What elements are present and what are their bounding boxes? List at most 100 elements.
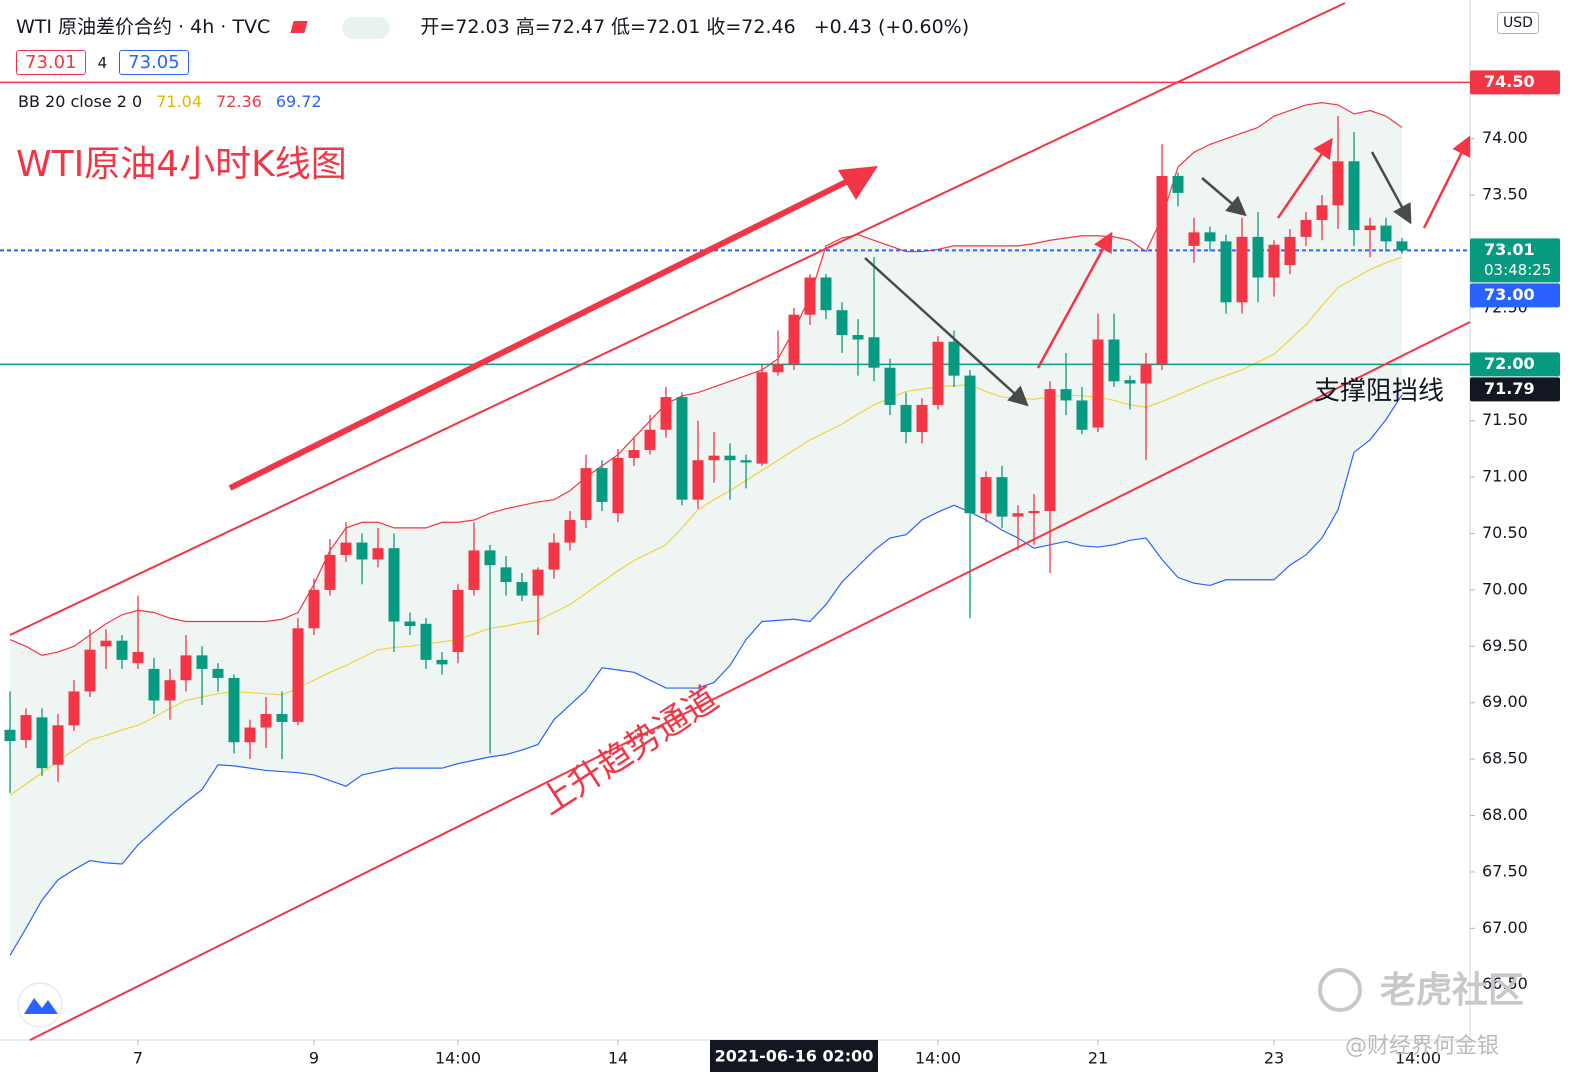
channel-upper [9, 2, 1346, 636]
candle-body [1172, 175, 1184, 193]
y-tick-label: 69.50 [1482, 636, 1528, 655]
candle-body [388, 548, 400, 622]
candle-body [180, 655, 192, 681]
tv-logo-icon [24, 998, 58, 1014]
candle-body [580, 468, 592, 520]
candle-body [1156, 175, 1168, 365]
candle-body [996, 477, 1008, 517]
candle-body [1236, 236, 1248, 303]
price-tag [1470, 238, 1560, 283]
support-label: 支撑阻挡线 [1314, 377, 1444, 407]
bb-label: BB 20 close 2 0 [18, 92, 143, 111]
candle-body [756, 372, 768, 464]
bid[interactable]: 73.01 [16, 50, 86, 75]
candle-body [596, 468, 608, 502]
y-tick-label: 67.50 [1482, 861, 1528, 880]
candle-body [308, 589, 320, 629]
candle-body [852, 335, 864, 340]
x-tick-label: 23 [1264, 1049, 1284, 1068]
candle-body [100, 640, 112, 647]
flag[interactable] [290, 21, 308, 33]
bb-value: 72.36 [216, 92, 262, 111]
candle-body [452, 589, 464, 652]
ohlc-label: 低= [611, 16, 646, 38]
candle-body [532, 569, 544, 596]
candle-body [724, 455, 736, 461]
candle-body [20, 715, 32, 740]
x-tick-label: 14:00 [915, 1049, 961, 1068]
candle-body [788, 314, 800, 365]
watermark-credit: @财经界何金银 [1345, 1034, 1499, 1059]
price-tag-countdown: 03:48:25 [1484, 261, 1551, 279]
arrow [1370, 151, 1412, 225]
bb-value: 71.04 [156, 92, 203, 111]
symbol: WTI 原油差价合约 [16, 16, 173, 38]
candle-body [836, 310, 848, 336]
candle-body [1300, 219, 1312, 237]
arrow [1422, 135, 1471, 229]
watermark-logo [1318, 968, 1362, 1012]
candle-body [484, 550, 496, 566]
candle-body [868, 337, 880, 368]
candle-body [1220, 241, 1232, 303]
bb-value: 69.72 [275, 92, 322, 111]
ohlc-value: 72.47 [550, 16, 606, 38]
candle-body [980, 477, 992, 514]
candle-body [1012, 513, 1024, 517]
candle-body [804, 277, 816, 315]
candle-body [1204, 232, 1216, 242]
source: TVC [232, 16, 271, 38]
bb-basis [9, 256, 1403, 796]
change: +0.43 (+0.60%) [813, 16, 970, 38]
candle-body [820, 277, 832, 311]
candle-body [132, 651, 144, 664]
currency[interactable]: USD [1497, 12, 1539, 34]
price-tag [1470, 352, 1560, 377]
candle-body [1284, 236, 1296, 266]
candle-body [4, 729, 16, 742]
x-tick-label: 9 [309, 1049, 319, 1068]
y-tick-label: 66.50 [1482, 974, 1528, 993]
ohlc-value: 72.01 [645, 16, 701, 38]
x-tick-label: 21 [1088, 1049, 1108, 1068]
candle-body [548, 542, 560, 570]
ohlc-value: 72.03 [455, 16, 510, 38]
candle-body [1316, 205, 1328, 220]
candle-body [1076, 400, 1088, 430]
y-tick-label: 71.00 [1482, 467, 1528, 486]
bb-lower [9, 394, 1403, 956]
candle-body [260, 714, 272, 728]
candle-body [116, 640, 128, 660]
candle-body [52, 725, 64, 765]
arrow [1036, 231, 1113, 369]
arrow [864, 257, 1029, 407]
quote: 73.01 4 73.05 [16, 50, 195, 75]
chart-title: WTI原油4小时K线图 [16, 144, 347, 185]
crosshair-label: 2021-06-16 02:00 [715, 1047, 874, 1066]
arrow [1201, 177, 1247, 217]
ask[interactable]: 73.05 [119, 50, 189, 75]
x-tick-label: 14:00 [1395, 1049, 1441, 1068]
crosshair-label-bg [710, 1040, 878, 1072]
y-tick-label: 68.50 [1482, 749, 1528, 768]
price-tag-label: 71.79 [1484, 379, 1535, 398]
indicator-toggle[interactable] [342, 16, 391, 39]
candle-body [404, 621, 416, 627]
tv-logo[interactable] [17, 982, 63, 1028]
candle-body [964, 375, 976, 514]
candle-body [708, 455, 720, 461]
price-tag-label: 74.50 [1484, 72, 1535, 91]
bb-upper [9, 102, 1403, 656]
candle-body [1188, 232, 1200, 246]
ohlc: 开=72.03 高=72.47 低=72.01 收=72.46 [420, 16, 801, 38]
candle-body [420, 623, 432, 660]
interval: 4h [190, 16, 215, 38]
x-tick-label: 7 [133, 1049, 143, 1068]
candle-body [1124, 380, 1136, 384]
candle-body [692, 460, 704, 500]
trend-arrow [228, 177, 852, 491]
candle-body [1108, 339, 1120, 382]
candle-body [164, 680, 176, 701]
x-tick-label: 14 [608, 1049, 628, 1068]
candle-body [1396, 241, 1408, 251]
